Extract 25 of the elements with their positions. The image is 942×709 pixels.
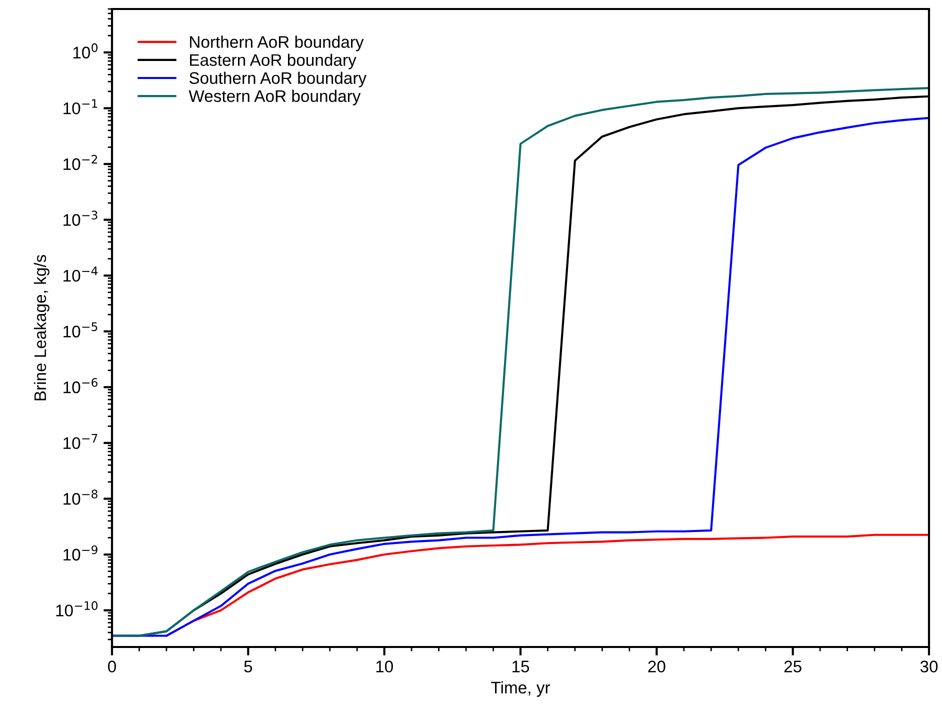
- legend-label: Southern AoR boundary: [189, 72, 367, 88]
- y-tick-label: 10$^{−4}$: [64, 266, 98, 282]
- legend-label: Eastern AoR boundary: [190, 54, 356, 70]
- legend-label: Western AoR boundary: [188, 90, 361, 106]
- y-tick-label: 10$^{−7}$: [64, 434, 98, 450]
- x-tick-label: 20: [648, 660, 666, 672]
- y-axis-title: Brine Leakage, kg/s: [34, 254, 50, 400]
- x-tick-label: 30: [920, 660, 938, 672]
- x-tick-label: 15: [512, 660, 530, 672]
- legend-label: Northern AoR boundary: [190, 36, 364, 52]
- y-tick-label: 10$^{−10}$: [56, 601, 98, 616]
- y-tick-label: 10$^{0}$: [73, 43, 98, 58]
- y-tick-label: 10$^{−6}$: [64, 378, 98, 394]
- y-tick-label: 10$^{−3}$: [64, 210, 98, 226]
- x-tick-label: 10: [376, 660, 393, 672]
- line-series: [165, 534, 929, 637]
- x-tick-label: 0: [108, 660, 116, 672]
- x-tick-label: 5: [244, 660, 252, 672]
- y-tick-label: 10$^{−2}$: [64, 154, 98, 170]
- x-tick-label: 25: [784, 660, 802, 672]
- y-tick-label: 10$^{−8}$: [64, 490, 98, 505]
- y-tick-label: 10$^{−1}$: [64, 99, 98, 114]
- x-axis-title: Time, yr: [491, 681, 550, 697]
- y-tick-label: 10$^{−9}$: [64, 545, 98, 561]
- y-tick-label: 10$^{−5}$: [64, 322, 98, 338]
